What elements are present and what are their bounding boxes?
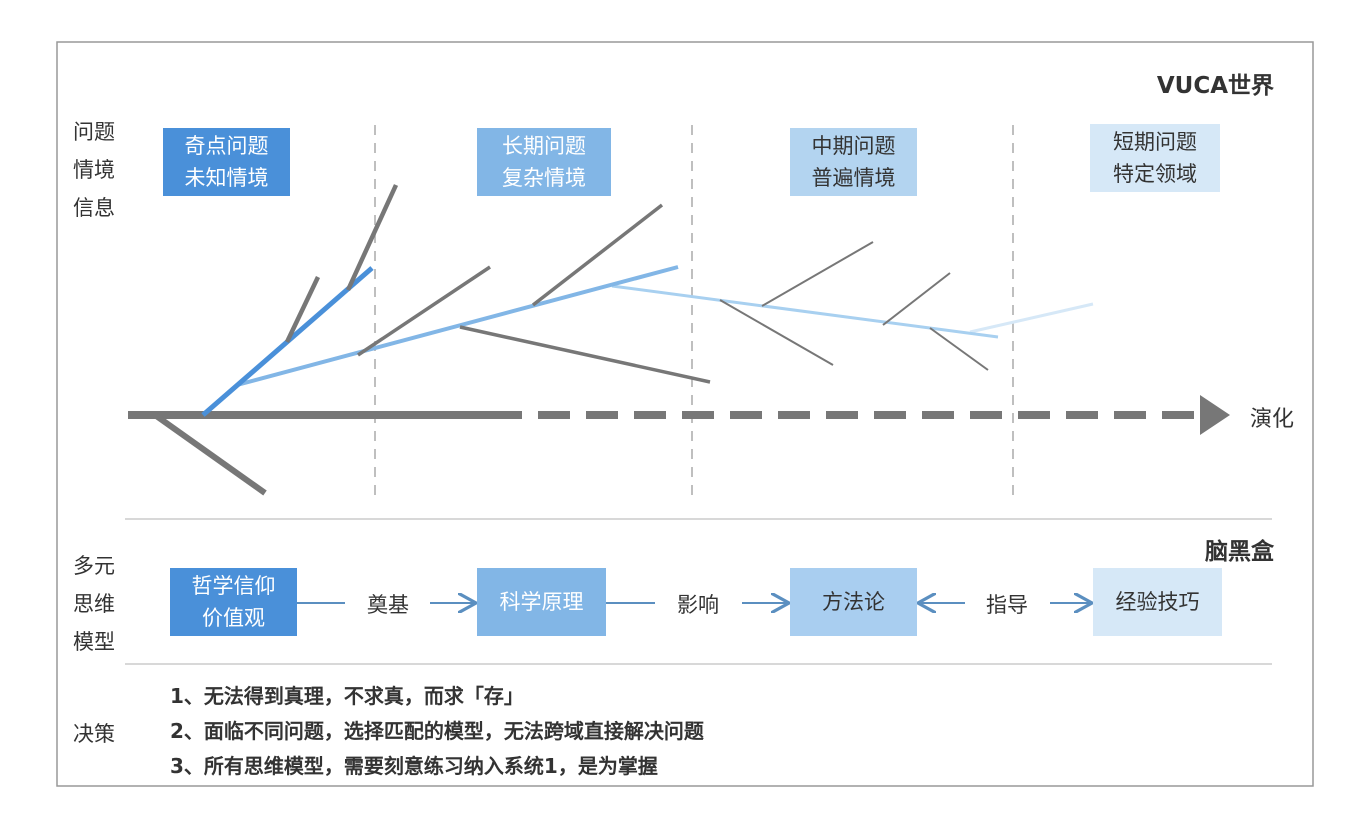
box-line: 方法论 bbox=[822, 590, 885, 614]
box-line: 奇点问题 bbox=[184, 134, 269, 158]
decision-item: 2、面临不同问题，选择匹配的模型，无法跨域直接解决问题 bbox=[170, 719, 704, 743]
world-box: 中期问题 普遍情境 bbox=[790, 128, 917, 196]
axis-label: 演化 bbox=[1249, 407, 1295, 432]
world-side: 问题 情境 信息 bbox=[73, 113, 115, 227]
box-line: 科学原理 bbox=[499, 590, 584, 614]
side-line: 模型 bbox=[73, 630, 115, 654]
model-box: 方法论 bbox=[790, 568, 917, 636]
world-box: 长期问题 复杂情境 bbox=[477, 128, 611, 196]
link-label: 影响 bbox=[677, 593, 719, 617]
side-line: 信息 bbox=[73, 196, 115, 220]
box-line: 价值观 bbox=[202, 606, 265, 630]
box-line: 经验技巧 bbox=[1115, 590, 1200, 614]
box-line: 哲学信仰 bbox=[191, 574, 276, 598]
model-box: 经验技巧 bbox=[1093, 568, 1222, 636]
decision-side: 决策 bbox=[73, 722, 115, 746]
side-line: 多元 bbox=[73, 554, 115, 578]
model-box: 哲学信仰 价值观 bbox=[170, 568, 297, 636]
box-line: 普遍情境 bbox=[811, 166, 896, 190]
box-line: 复杂情境 bbox=[502, 166, 586, 190]
world-box: 奇点问题 未知情境 bbox=[163, 128, 290, 196]
link-label: 奠基 bbox=[367, 593, 409, 617]
link-label: 指导 bbox=[986, 593, 1028, 617]
black-box-side: 多元 思维 模型 bbox=[73, 547, 115, 661]
black-box-title: 脑黑盒 bbox=[1205, 539, 1274, 565]
decision-item: 1、无法得到真理，不求真，而求「存」 bbox=[170, 684, 524, 708]
world-title: VUCA世界 bbox=[1156, 73, 1274, 99]
box-line: 未知情境 bbox=[184, 166, 269, 190]
box-line: 特定领域 bbox=[1113, 162, 1197, 186]
box-line: 中期问题 bbox=[811, 134, 896, 158]
box-line: 长期问题 bbox=[502, 134, 586, 158]
world-box: 短期问题 特定领域 bbox=[1090, 124, 1220, 192]
side-line: 思维 bbox=[73, 592, 115, 616]
decision-item: 3、所有思维模型，需要刻意练习纳入系统1，是为掌握 bbox=[170, 754, 658, 778]
box-line: 短期问题 bbox=[1113, 130, 1197, 154]
side-line: 问题 bbox=[73, 120, 115, 144]
side-line: 情境 bbox=[73, 158, 115, 182]
model-box: 科学原理 bbox=[477, 568, 606, 636]
